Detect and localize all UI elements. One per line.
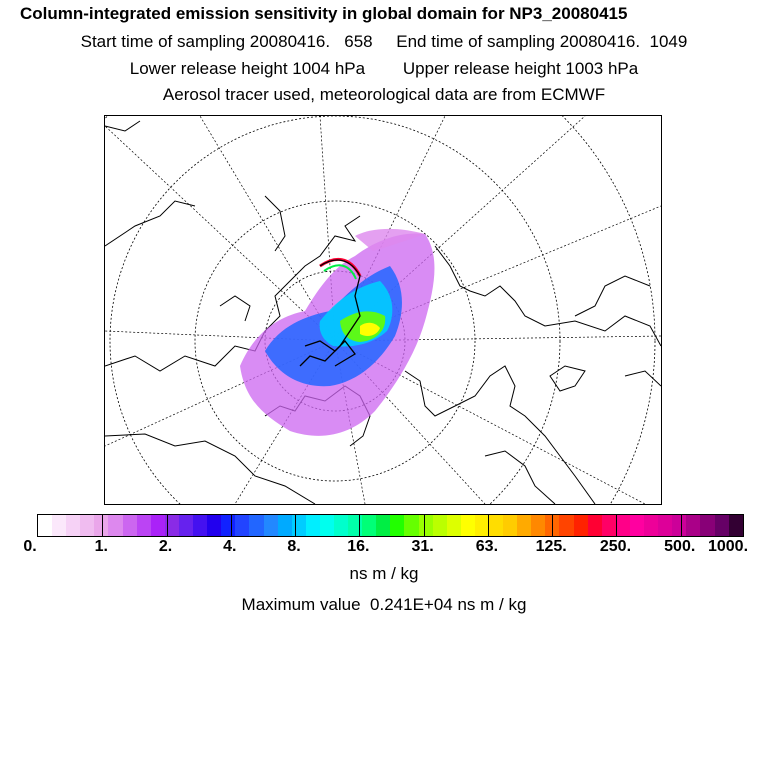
colorbar-segment	[432, 515, 447, 536]
colorbar-segment	[291, 515, 306, 536]
colorbar-unit: ns m / kg	[349, 564, 419, 583]
colorbar-segment	[249, 515, 264, 536]
colorbar-segment	[362, 515, 377, 536]
colorbar-segment	[52, 515, 67, 536]
colorbar-segment	[221, 515, 236, 536]
colorbar-tick-label: 0.	[23, 538, 37, 555]
colorbar-segment	[573, 515, 588, 536]
map-panel	[104, 115, 662, 505]
colorbar-segment	[178, 515, 194, 536]
colorbar-tick-label: 125.	[535, 538, 567, 555]
colorbar-segment	[728, 515, 743, 536]
colorbar-segment	[446, 515, 461, 536]
colorbar-segment	[404, 515, 419, 536]
colorbar-segment	[263, 515, 278, 536]
colorbar-segment	[207, 515, 222, 536]
colorbar-segment	[559, 515, 574, 536]
colorbar-segment	[164, 515, 179, 536]
colorbar-tick-label: 2.	[158, 538, 173, 555]
colorbar-segment	[629, 515, 645, 536]
colorbar-tick-label: 250.	[599, 538, 632, 555]
colorbar-divider	[680, 515, 682, 536]
sampling-times: Start time of sampling 20080416. 658 End…	[80, 32, 688, 51]
maximum-value: Maximum value 0.241E+04 ns m / kg	[241, 595, 527, 614]
colorbar-divider	[552, 515, 554, 536]
colorbar-segment	[644, 515, 659, 536]
colorbar-divider	[102, 515, 104, 536]
colorbar-segment	[38, 515, 53, 536]
colorbar-segment	[418, 515, 433, 536]
colorbar-segment	[319, 515, 334, 536]
colorbar-tick-label: 8.	[287, 538, 301, 555]
colorbar-segment	[277, 515, 292, 536]
colorbar-segment	[531, 515, 546, 536]
colorbar-tick-label: 31.	[411, 538, 434, 555]
colorbar-segment	[150, 515, 165, 536]
colorbar-divider	[616, 515, 618, 536]
colorbar-segment	[672, 515, 687, 536]
colorbar-divider	[295, 515, 297, 536]
colorbar-divider	[487, 515, 489, 536]
colorbar-segment	[193, 515, 208, 536]
colorbar-tick-label: 500.	[664, 538, 696, 555]
colorbar-tick-label: 1.	[94, 538, 108, 555]
colorbar-segment	[80, 515, 95, 536]
emission-sensitivity-plume	[240, 228, 435, 436]
colorbar-segment	[376, 515, 391, 536]
colorbar-segment	[333, 515, 349, 536]
colorbar-segment	[235, 515, 250, 536]
colorbar-divider	[166, 515, 168, 536]
colorbar-segment	[615, 515, 630, 536]
colorbar-segment	[474, 515, 489, 536]
colorbar-segment	[390, 515, 405, 536]
colorbar-divider	[230, 515, 232, 536]
colorbar-tick-label: 1000.	[707, 538, 749, 555]
colorbar-segment	[122, 515, 137, 536]
colorbar-segment	[348, 515, 363, 536]
colorbar-segment	[503, 515, 518, 536]
colorbar	[37, 514, 744, 537]
colorbar-tick-label: 4.	[223, 538, 237, 555]
colorbar-tick-labels: 0. 1. 2. 4. 8. 16. 31. 63. 125. 250. 500. 1000.	[0, 538, 768, 560]
colorbar-segment	[305, 515, 320, 536]
colorbar-segment	[686, 515, 701, 536]
colorbar-segment	[460, 515, 475, 536]
flight-track	[299, 259, 361, 367]
colorbar-tick-label: 63.	[475, 538, 499, 555]
colorbar-segment	[587, 515, 602, 536]
colorbar-segment	[489, 515, 504, 536]
colorbar-tick-label: 16.	[347, 538, 370, 555]
colorbar-segment	[108, 515, 123, 536]
colorbar-segment	[601, 515, 616, 536]
colorbar-divider	[359, 515, 361, 536]
colorbar-segment	[94, 515, 109, 536]
colorbar-segment	[658, 515, 673, 536]
plot-title: Column-integrated emission sensitivity i…	[20, 4, 628, 23]
release-heights: Lower release height 1004 hPa Upper rele…	[129, 59, 639, 78]
colorbar-segment	[714, 515, 729, 536]
colorbar-segment	[136, 515, 151, 536]
map-canvas	[105, 116, 661, 504]
colorbar-segment	[66, 515, 81, 536]
colorbar-divider	[423, 515, 425, 536]
colorbar-segment	[700, 515, 715, 536]
colorbar-segment	[517, 515, 532, 536]
tracer-info: Aerosol tracer used, meteorological data…	[162, 85, 606, 104]
